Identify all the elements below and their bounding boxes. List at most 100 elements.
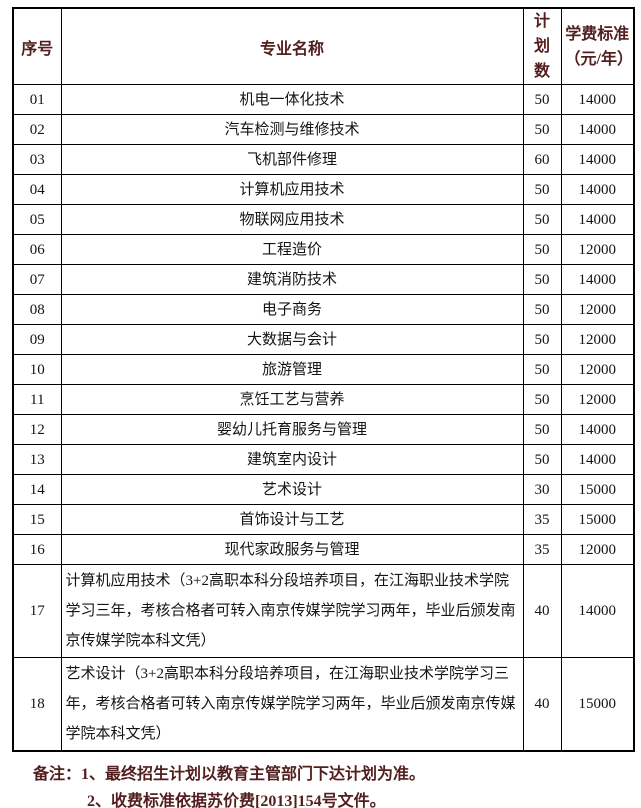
table-row: 15 首饰设计与工艺 35 15000 <box>12 504 635 535</box>
row-fee: 12000 <box>560 234 635 265</box>
row-major: 汽车检测与维修技术 <box>60 114 524 145</box>
row-fee: 12000 <box>560 534 635 565</box>
row-major: 艺术设计 <box>60 474 524 505</box>
row-no: 14 <box>12 474 62 505</box>
row-major: 机电一体化技术 <box>60 84 524 115</box>
row-major: 现代家政服务与管理 <box>60 534 524 565</box>
row-plan: 30 <box>522 474 562 505</box>
row-fee: 12000 <box>560 324 635 355</box>
table-row: 16 现代家政服务与管理 35 12000 <box>12 534 635 565</box>
row-fee: 14000 <box>560 114 635 145</box>
row-no: 18 <box>12 657 62 752</box>
row-no: 16 <box>12 534 62 565</box>
row-major: 首饰设计与工艺 <box>60 504 524 535</box>
table-row: 03 飞机部件修理 60 14000 <box>12 144 635 175</box>
header-plan: 计划 数 <box>522 7 562 85</box>
header-plan-line1: 计划 <box>533 13 550 55</box>
header-fee: 学费标准 （元/年） <box>560 7 635 85</box>
table-row: 11 烹饪工艺与营养 50 12000 <box>12 384 635 415</box>
row-plan: 60 <box>522 144 562 175</box>
row-major: 艺术设计（3+2高职本科分段培养项目，在江海职业技术学院学习三年，考核合格者可转… <box>60 657 524 752</box>
row-fee: 14000 <box>560 144 635 175</box>
row-major: 计算机应用技术（3+2高职本科分段培养项目，在江海职业技术学院学习三年，考核合格… <box>60 564 524 658</box>
row-no: 02 <box>12 114 62 145</box>
row-plan: 50 <box>522 234 562 265</box>
row-plan: 50 <box>522 444 562 475</box>
note-line-1: 备注：1、最终招生计划以教育主管部门下达计划为准。 <box>33 761 641 788</box>
table-row: 18 艺术设计（3+2高职本科分段培养项目，在江海职业技术学院学习三年，考核合格者… <box>12 657 635 752</box>
table-body: 01 机电一体化技术 50 14000 02 汽车检测与维修技术 50 14000 03 飞机部件… <box>12 84 635 752</box>
row-major: 工程造价 <box>60 234 524 265</box>
row-plan: 50 <box>522 414 562 445</box>
row-plan: 50 <box>522 84 562 115</box>
table-row: 17 计算机应用技术（3+2高职本科分段培养项目，在江海职业技术学院学习三年，考核… <box>12 564 635 658</box>
note-text-2: 2、收费标准依据苏价费[2013]154号文件。 <box>87 793 386 808</box>
row-fee: 12000 <box>560 354 635 385</box>
row-plan: 50 <box>522 354 562 385</box>
header-fee-line2: （元/年） <box>564 50 633 68</box>
header-plan-line2: 数 <box>533 63 550 80</box>
row-fee: 15000 <box>560 504 635 535</box>
row-fee: 14000 <box>560 444 635 475</box>
row-plan: 50 <box>522 384 562 415</box>
row-fee: 15000 <box>560 657 635 752</box>
row-plan: 50 <box>522 204 562 235</box>
row-fee: 14000 <box>560 414 635 445</box>
table-row: 14 艺术设计 30 15000 <box>12 474 635 505</box>
row-fee: 12000 <box>560 384 635 415</box>
row-fee: 12000 <box>560 294 635 325</box>
row-no: 07 <box>12 264 62 295</box>
row-plan: 50 <box>522 264 562 295</box>
row-no: 15 <box>12 504 62 535</box>
row-no: 08 <box>12 294 62 325</box>
table-row: 06 工程造价 50 12000 <box>12 234 635 265</box>
row-no: 03 <box>12 144 62 175</box>
row-plan: 50 <box>522 324 562 355</box>
row-major: 烹饪工艺与营养 <box>60 384 524 415</box>
table-row: 04 计算机应用技术 50 14000 <box>12 174 635 205</box>
row-major: 建筑室内设计 <box>60 444 524 475</box>
row-no: 09 <box>12 324 62 355</box>
table-row: 05 物联网应用技术 50 14000 <box>12 204 635 235</box>
row-no: 13 <box>12 444 62 475</box>
row-plan: 35 <box>522 504 562 535</box>
header-row: 序号 专业名称 计划 数 学费标准 （元/年） <box>12 7 635 85</box>
table-row: 09 大数据与会计 50 12000 <box>12 324 635 355</box>
table-row: 10 旅游管理 50 12000 <box>12 354 635 385</box>
row-no: 05 <box>12 204 62 235</box>
row-no: 11 <box>12 384 62 415</box>
row-major: 计算机应用技术 <box>60 174 524 205</box>
table-row: 12 婴幼儿托育服务与管理 50 14000 <box>12 414 635 445</box>
header-fee-line1: 学费标准 <box>565 25 630 43</box>
table-row: 13 建筑室内设计 50 14000 <box>12 444 635 475</box>
table-row: 08 电子商务 50 12000 <box>12 294 635 325</box>
header-major: 专业名称 <box>60 7 524 85</box>
row-fee: 14000 <box>560 84 635 115</box>
row-plan: 50 <box>522 174 562 205</box>
row-fee: 14000 <box>560 564 635 658</box>
header-no: 序号 <box>12 7 62 85</box>
note-text-1: 1、最终招生计划以教育主管部门下达计划为准。 <box>81 766 426 783</box>
row-major: 大数据与会计 <box>60 324 524 355</box>
row-no: 12 <box>12 414 62 445</box>
row-major: 电子商务 <box>60 294 524 325</box>
note-label: 备注： <box>33 766 82 783</box>
admission-plan-table: 序号 专业名称 计划 数 学费标准 （元/年） 01 机电一体化技术 50 14000… <box>12 7 635 752</box>
row-no: 04 <box>12 174 62 205</box>
row-fee: 14000 <box>560 204 635 235</box>
row-major: 婴幼儿托育服务与管理 <box>60 414 524 445</box>
note-line-2: 2、收费标准依据苏价费[2013]154号文件。 <box>33 788 641 808</box>
row-plan: 40 <box>522 657 562 752</box>
row-plan: 40 <box>522 564 562 658</box>
notes: 备注：1、最终招生计划以教育主管部门下达计划为准。 2、收费标准依据苏价费[20… <box>33 761 641 808</box>
row-fee: 15000 <box>560 474 635 505</box>
row-fee: 14000 <box>560 174 635 205</box>
row-no: 17 <box>12 564 62 658</box>
table-row: 01 机电一体化技术 50 14000 <box>12 84 635 115</box>
row-major: 飞机部件修理 <box>60 144 524 175</box>
row-fee: 14000 <box>560 264 635 295</box>
table-row: 07 建筑消防技术 50 14000 <box>12 264 635 295</box>
row-plan: 35 <box>522 534 562 565</box>
row-major: 旅游管理 <box>60 354 524 385</box>
